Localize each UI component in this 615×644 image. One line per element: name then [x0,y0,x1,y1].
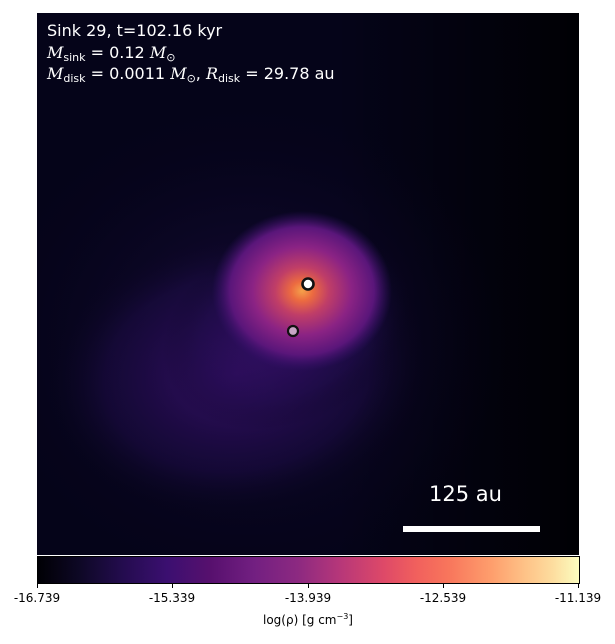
scalebar-label: 125 au [429,482,502,506]
colorbar-label: log(ρ) [g cm−3] [263,612,353,627]
colorbar-frame [37,556,580,584]
disk-info-line: Mdisk = 0.0011 M⊙, Rdisk = 29.78 au [47,64,335,85]
density-map-panel: Sink 29, t=102.16 kyr Msink = 0.12 M⊙ Md… [37,13,579,555]
density-map [37,13,579,555]
scalebar [403,526,540,532]
colorbar-tick-label: -16.739 [13,591,61,605]
colorbar-tick-label: -12.539 [419,591,467,605]
colorbar-tick [308,583,309,588]
sink-info-line: Sink 29, t=102.16 kyr [47,21,223,40]
colorbar-tick [578,583,579,588]
colorbar-tick-label: -11.139 [554,591,602,605]
colorbar-tick-label: -15.339 [148,591,196,605]
colorbar-tick [172,583,173,588]
colorbar [37,556,579,583]
colorbar-tick [443,583,444,588]
secondary-sink-marker [286,324,300,338]
sink-mass-line: Msink = 0.12 M⊙ [47,43,176,64]
primary-sink-marker [301,277,315,291]
colorbar-tick [37,583,38,588]
colorbar-tick-label: -13.939 [284,591,332,605]
